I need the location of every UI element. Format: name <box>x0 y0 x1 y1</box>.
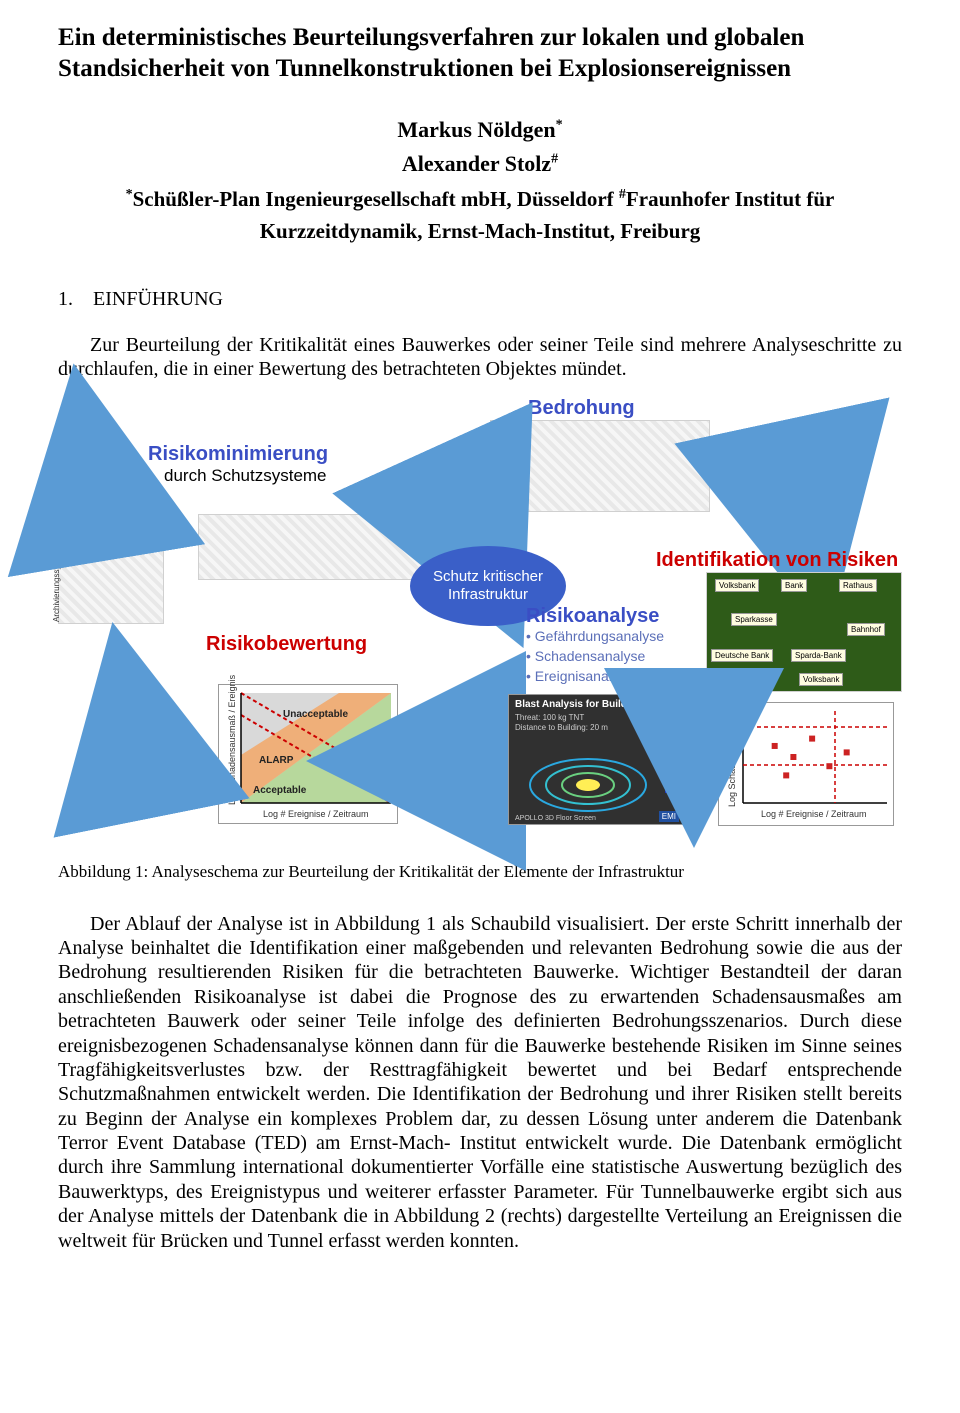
arrow-bewertung-curl-left <box>114 708 214 808</box>
section-1-number: 1. <box>58 288 73 310</box>
bullet-ereignis: • Ereignisanalyse <box>526 668 634 685</box>
center-ellipse-text: Schutz kritischer Infrastruktur <box>414 568 562 604</box>
label-archivierung: Archivierungssystem <box>52 548 61 622</box>
authors-block: Markus Nöldgen* Alexander Stolz# <box>58 113 902 181</box>
map-tag-4: Sparkasse <box>731 613 777 626</box>
chart-risk-y: Log Schadensausmaß / Ereignis <box>227 674 237 804</box>
label-ident-risiken: Identifikation von Risiken <box>656 548 898 572</box>
label-risikobewertung: Risikobewertung <box>206 632 367 656</box>
chart-alarp: ALARP <box>259 755 293 767</box>
author-2-mark: # <box>551 151 558 166</box>
author-1-name: Markus Nöldgen <box>397 117 555 142</box>
label-bedrohung: Bedrohung <box>528 396 635 420</box>
label-risikoanalyse: Risikoanalyse <box>526 604 659 628</box>
arrow-bewertung-to-min <box>70 452 190 542</box>
author-2-name: Alexander Stolz <box>402 151 551 176</box>
chart-acceptable: Acceptable <box>253 785 306 797</box>
map-tag-1: Volksbank <box>715 579 759 592</box>
affil-1-mark: * <box>126 187 133 202</box>
figure-1-caption: Abbildung 1: Analyseschema zur Beurteilu… <box>58 862 902 882</box>
map-tag-8: Volksbank <box>799 673 843 686</box>
blast-rings <box>523 741 653 819</box>
bullet-gefahrdung: • Gefährdungsanalyse <box>526 628 664 645</box>
affil-1-text: Schüßler-Plan Ingenieurgesellschaft mbH,… <box>133 187 614 211</box>
paper-title: Ein deterministisches Beurteilungsverfah… <box>58 22 902 85</box>
blast-colorbar <box>665 709 677 793</box>
arrow-ident-to-analyse <box>686 700 726 770</box>
arrow-bedrohung-to-ident <box>720 428 840 548</box>
arrow-analyse-to-bewertung <box>408 736 498 786</box>
map-tag-6: Deutsche Bank <box>711 649 773 662</box>
blast-sub2: Distance to Building: 20 m <box>515 723 608 732</box>
map-tag-3: Rathaus <box>839 579 877 592</box>
bullet-schaden: • Schadensanalyse <box>526 648 645 665</box>
blast-emi: EMI <box>659 811 679 822</box>
chart-risk-x: Log # Ereignise / Zeitraum <box>263 809 369 819</box>
figure-1-diagram: Bedrohung Risikominimierung durch Schutz… <box>58 396 902 856</box>
chart-blast-analysis: Blast Analysis for Buildings Threat: 100… <box>508 694 684 825</box>
blast-sub1: Threat: 100 kg TNT <box>515 713 584 722</box>
image-explosion <box>490 420 710 512</box>
map-tag-2: Bank <box>781 579 807 592</box>
section-1-title: EINFÜHRUNG <box>93 288 223 310</box>
author-1-mark: * <box>556 117 563 132</box>
chart-scatter-right: Log Schadensausmaß / Ereignis Log # Erei… <box>718 702 894 826</box>
map-tag-7: Sparda-Bank <box>791 649 846 662</box>
image-risk-map: Volksbank Bank Rathaus Sparkasse Bahnhof… <box>706 572 902 692</box>
blast-title: Blast Analysis for Buildings <box>515 699 647 710</box>
chart-unacceptable: Unacceptable <box>283 709 348 721</box>
chart-risk-matrix: Unacceptable ALARP Acceptable Log Schade… <box>218 684 398 824</box>
chart-scatter-x: Log # Ereignise / Zeitraum <box>761 809 867 819</box>
chart-scatter-y: Log Schadensausmaß / Ereignis <box>727 676 737 806</box>
affil-2-mark: # <box>619 187 626 202</box>
section-1-heading: 1. EINFÜHRUNG <box>58 288 902 311</box>
paragraph-1: Zur Beurteilung der Kritikalität eines B… <box>58 333 902 382</box>
paragraph-2: Der Ablauf der Analyse ist in Abbildung … <box>58 912 902 1253</box>
map-tag-5: Bahnhof <box>847 623 885 636</box>
chart-risk-matrix-svg <box>219 685 399 825</box>
blast-footer: APOLLO 3D Floor Screen <box>515 815 596 822</box>
affiliations-block: *Schüßler-Plan Ingenieurgesellschaft mbH… <box>58 183 902 248</box>
page-root: Ein deterministisches Beurteilungsverfah… <box>0 0 960 1307</box>
